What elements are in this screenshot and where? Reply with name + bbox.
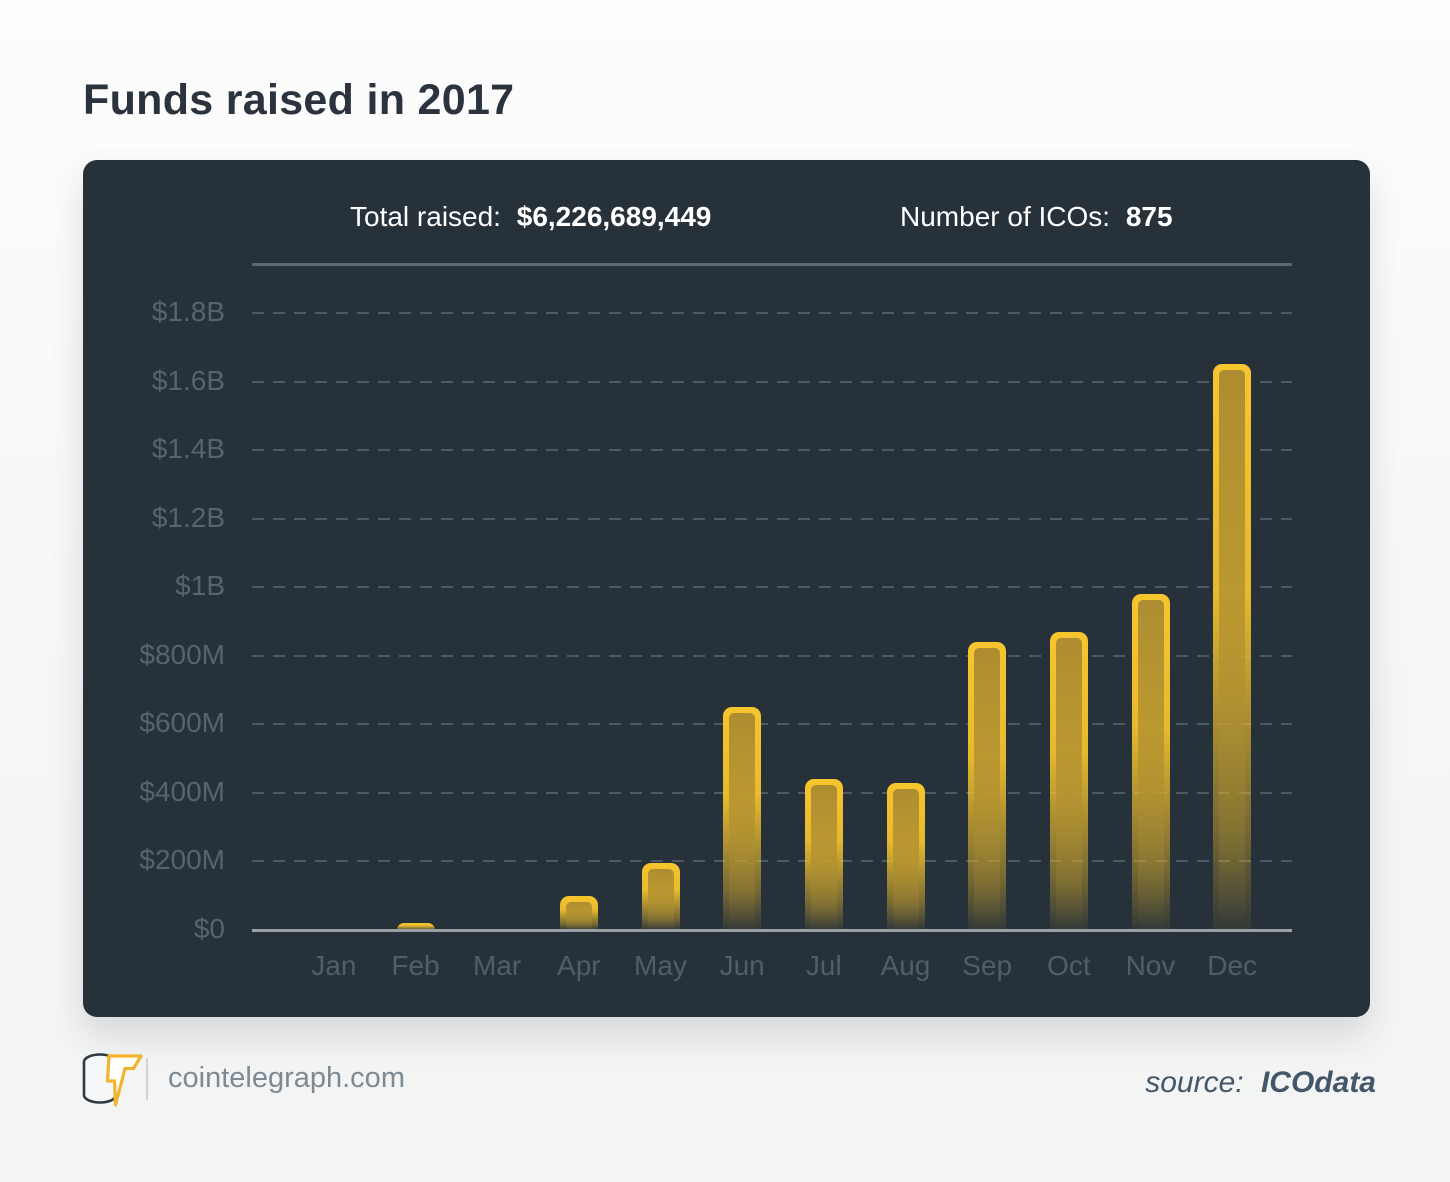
bar-may xyxy=(641,863,680,930)
y-tick-label: $0 xyxy=(193,913,225,944)
bar-jun xyxy=(723,707,762,930)
bar-fill xyxy=(729,713,756,930)
bar-jul xyxy=(804,779,843,930)
page-title: Funds raised in 2017 xyxy=(83,76,515,124)
y-tick-label: $200M xyxy=(139,844,225,876)
gridline xyxy=(252,517,1292,520)
month-label-mar: Mar xyxy=(473,950,522,981)
gridline xyxy=(252,791,1292,794)
chart-panel: Total raised: $6,226,689,449 Number of I… xyxy=(83,160,1370,1017)
header-divider xyxy=(252,263,1292,266)
bar-fill xyxy=(1055,637,1082,930)
x-axis-line xyxy=(252,929,1292,932)
y-tick-label: $600M xyxy=(139,707,225,739)
y-tick-label: $1.2B xyxy=(151,501,225,533)
bar-nov xyxy=(1131,594,1170,930)
month-label-dec: Dec xyxy=(1207,950,1258,981)
bar-oct xyxy=(1049,631,1088,930)
stat-number-of-icos-label: Number of ICOs: xyxy=(900,201,1111,232)
bar-fill xyxy=(810,785,837,930)
source-label: source: xyxy=(1145,1066,1244,1099)
bar-aug xyxy=(886,782,925,930)
bar-fill xyxy=(647,869,674,930)
stat-total-raised-value: $6,226,689,449 xyxy=(516,201,712,232)
bars-container xyxy=(293,313,1273,930)
bar-fill xyxy=(974,648,1001,930)
bar-dec xyxy=(1213,364,1252,930)
stat-total-raised: Total raised: $6,226,689,449 xyxy=(350,200,711,234)
month-label-feb: Feb xyxy=(391,950,440,981)
source-value: ICOdata xyxy=(1260,1066,1376,1099)
footer-divider xyxy=(146,1058,148,1100)
y-tick-label: $1.8B xyxy=(151,296,225,327)
month-label-may: May xyxy=(634,950,687,981)
month-label-jan: Jan xyxy=(311,950,357,981)
plot-area: $1.8B $1.6B $1.4B $1.2B $1B $800M $600M $400M $2… xyxy=(83,160,1370,1017)
gridline xyxy=(252,380,1292,383)
y-tick-label: $1.6B xyxy=(151,364,225,396)
bar-fill xyxy=(565,901,592,930)
month-label-apr: Apr xyxy=(557,950,601,981)
gridline xyxy=(252,449,1292,452)
y-tick-label: $1B xyxy=(175,570,225,602)
y-tick-label: $400M xyxy=(139,775,225,807)
bar-sep xyxy=(968,642,1007,930)
gridline xyxy=(252,312,1292,314)
month-label-oct: Oct xyxy=(1047,950,1091,981)
bar-apr xyxy=(559,895,598,930)
cointelegraph-logo-icon xyxy=(82,1053,143,1107)
gridline xyxy=(252,723,1292,726)
gridline xyxy=(252,654,1292,657)
source-note: source: ICOdata xyxy=(1145,1066,1376,1100)
y-tick-label: $800M xyxy=(139,638,225,670)
y-tick-label: $1.4B xyxy=(151,433,225,465)
gridline xyxy=(252,860,1292,863)
month-label-nov: Nov xyxy=(1125,950,1176,981)
month-label-sep: Sep xyxy=(962,950,1013,981)
bar-fill xyxy=(1137,600,1164,930)
stat-number-of-icos-value: 875 xyxy=(1125,201,1173,232)
month-label-jul: Jul xyxy=(805,950,842,981)
x-axis-labels: Jan Feb Mar Apr May Jun Jul Aug Sep Oct Nov Dec xyxy=(293,950,1273,990)
month-label-aug: Aug xyxy=(880,950,931,981)
bar-fill xyxy=(1219,370,1246,930)
gridline xyxy=(252,586,1292,589)
footer-site-label: cointelegraph.com xyxy=(168,1062,405,1094)
bar-fill xyxy=(892,788,919,930)
stat-number-of-icos: Number of ICOs: 875 xyxy=(900,200,1173,234)
month-label-jun: Jun xyxy=(719,950,765,981)
stat-total-raised-label: Total raised: xyxy=(350,201,501,232)
